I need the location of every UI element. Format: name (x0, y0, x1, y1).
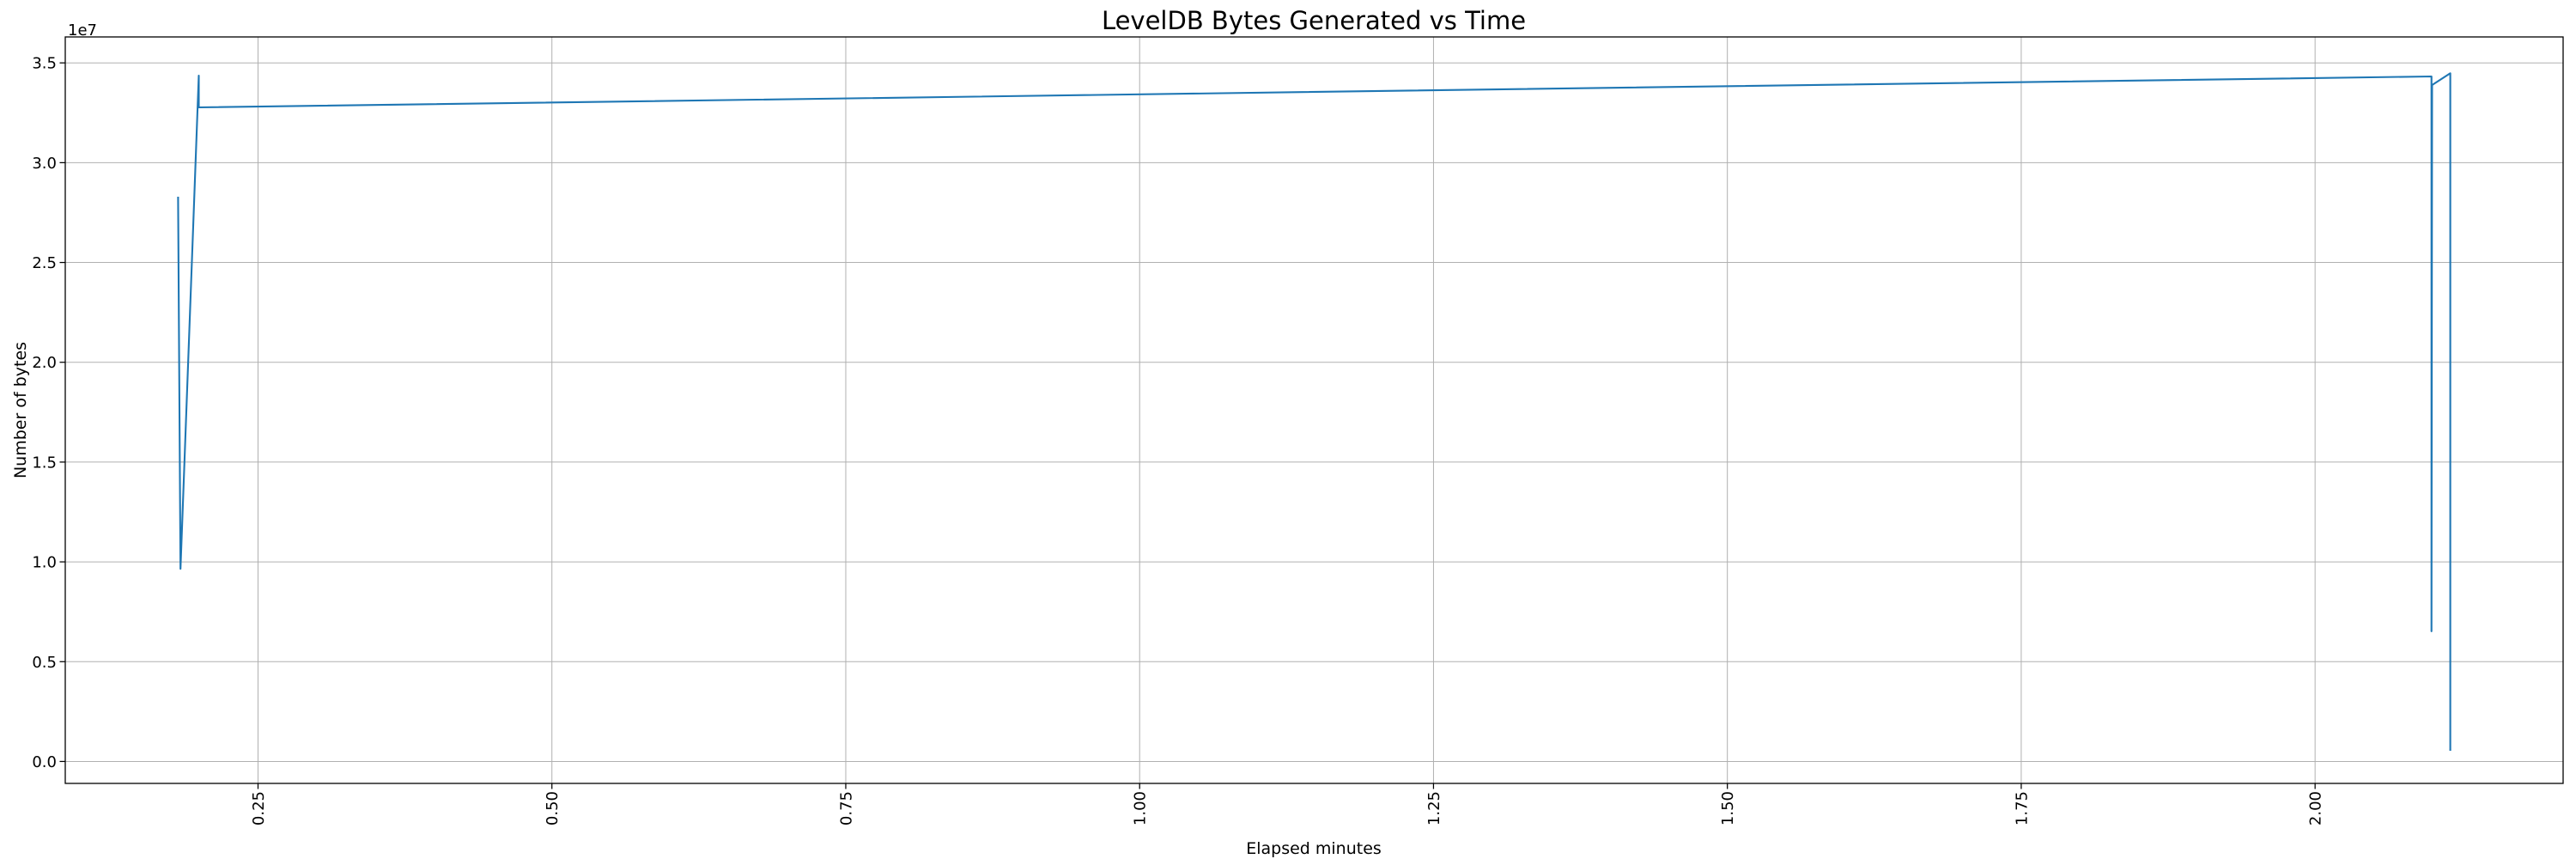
chart-title: LevelDB Bytes Generated vs Time (1102, 6, 1526, 35)
x-tick-label: 1.50 (1719, 791, 1737, 825)
x-tick-label: 0.50 (544, 791, 562, 825)
gridlines (65, 37, 2563, 783)
x-axis-label: Elapsed minutes (1246, 839, 1382, 858)
y-tick-label: 0.0 (32, 753, 57, 771)
data-line-bytes-generated (177, 72, 2451, 752)
y-tick-label: 3.0 (32, 155, 57, 173)
x-tick-label: 0.25 (250, 791, 268, 825)
y-axis-label: Number of bytes (11, 342, 30, 478)
y-tick-label: 0.5 (32, 654, 57, 672)
y-tick-label: 1.0 (32, 554, 57, 572)
y-tick-label: 1.5 (32, 454, 57, 472)
plot-border (64, 36, 2564, 784)
y-tick-label: 3.5 (32, 55, 57, 73)
y-axis-offset-label: 1e7 (68, 21, 97, 40)
x-tick-label: 1.75 (2013, 791, 2031, 825)
data-series-layer (177, 72, 2451, 752)
x-tick-label: 1.25 (1425, 791, 1443, 825)
y-tick-label: 2.5 (32, 254, 57, 272)
axis-ticks: 0.25 0.50 0.75 1.00 1.25 1.50 1.75 2.00 0.0 0.5 1.… (32, 55, 2324, 825)
y-tick-label: 2.0 (32, 354, 57, 372)
x-tick-label: 0.75 (837, 791, 855, 825)
x-tick-label: 1.00 (1132, 791, 1150, 825)
x-tick-label: 2.00 (2307, 791, 2325, 825)
